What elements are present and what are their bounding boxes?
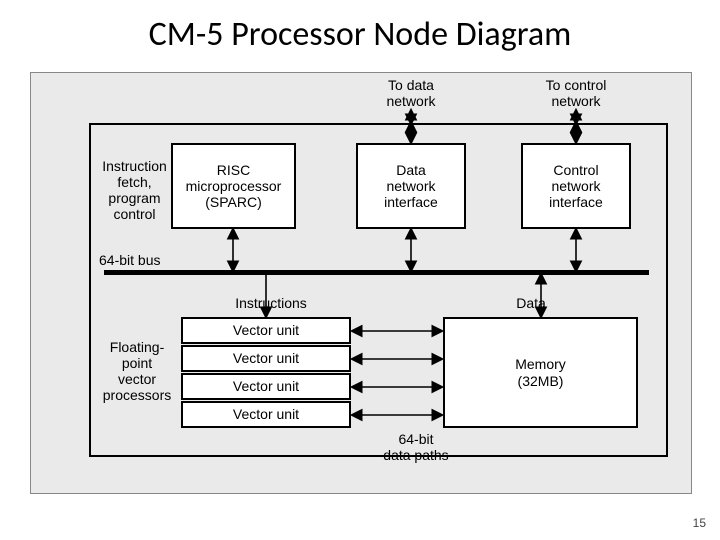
page-title: CM-5 Processor Node Diagram [0, 14, 720, 55]
label-floating-point: Floating-pointvectorprocessors [97, 339, 177, 403]
label-instructions: Instructions [221, 295, 321, 311]
label-instruction-fetch: Instructionfetch,programcontrol [97, 158, 172, 222]
label-to-data-network: To datanetwork [361, 77, 461, 109]
label-64bit-bus: 64-bit bus [99, 252, 179, 268]
diagram-panel: RISCmicroprocessor(SPARC) Datanetworkint… [30, 72, 692, 494]
box-memory: Memory(32MB) [443, 317, 638, 428]
label-64bit-paths: 64-bitdata paths [371, 431, 461, 463]
label-data: Data [501, 295, 561, 311]
box-control-network-interface: Controlnetworkinterface [521, 143, 631, 229]
page-number: 15 [693, 516, 706, 530]
box-vector-unit-3: Vector unit [181, 401, 351, 428]
bus-64bit [104, 270, 649, 275]
box-vector-unit-1: Vector unit [181, 345, 351, 372]
label-to-control-network: To controlnetwork [526, 77, 626, 109]
box-data-network-interface: Datanetworkinterface [356, 143, 466, 229]
box-vector-unit-2: Vector unit [181, 373, 351, 400]
box-vector-unit-0: Vector unit [181, 317, 351, 344]
box-risc: RISCmicroprocessor(SPARC) [171, 143, 296, 229]
